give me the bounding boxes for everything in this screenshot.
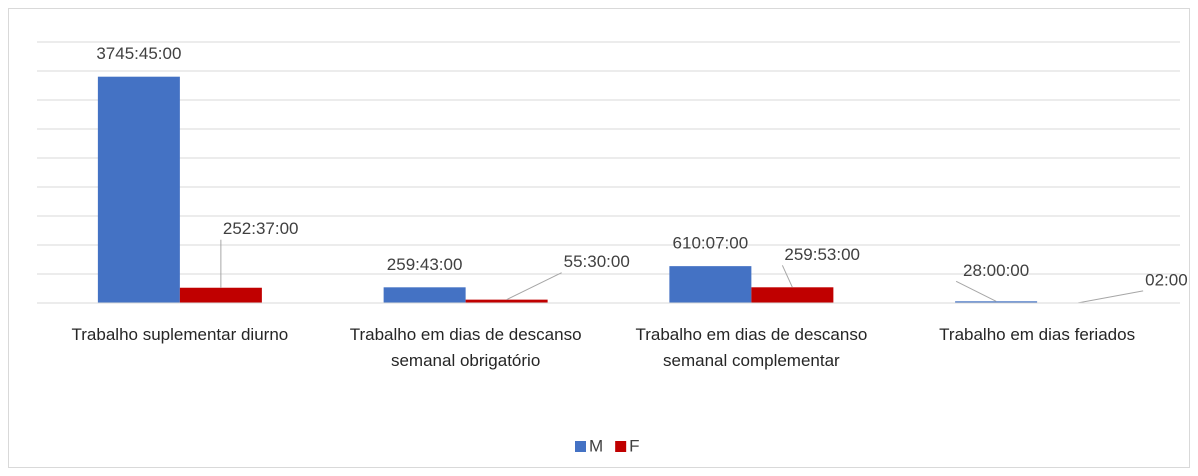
x-tick-label: Trabalho em dias de descanso semanal obr… <box>349 325 582 370</box>
data-label: 55:30:00 <box>564 252 630 271</box>
legend-swatch <box>575 441 586 452</box>
x-tick-label: Trabalho suplementar diurno <box>71 325 289 344</box>
leader-line <box>955 280 997 302</box>
leader-line <box>1078 290 1144 304</box>
data-label: 252:37:00 <box>223 219 299 238</box>
chart-border <box>8 8 1190 468</box>
bar <box>179 287 262 303</box>
bar <box>465 299 548 303</box>
bar <box>955 301 1038 303</box>
data-label: 28:00:00 <box>963 261 1029 280</box>
data-label: 259:53:00 <box>784 245 860 264</box>
data-label: 259:43:00 <box>387 255 463 274</box>
data-label: 3745:45:00 <box>96 44 181 63</box>
legend-swatch <box>615 441 627 452</box>
legend-label: M <box>589 436 603 455</box>
data-label: 02:00 <box>1145 270 1188 289</box>
x-tick-label: Trabalho em dias feriados <box>939 325 1136 344</box>
leader-line <box>781 265 793 288</box>
bar <box>751 287 834 303</box>
bar <box>97 76 180 303</box>
bar <box>383 287 466 303</box>
x-tick-label: Trabalho em dias de descanso semanal com… <box>635 325 868 370</box>
data-label: 610:07:00 <box>673 234 749 253</box>
bar <box>669 266 752 303</box>
leader-line <box>506 272 562 301</box>
legend-label: F <box>629 436 639 455</box>
